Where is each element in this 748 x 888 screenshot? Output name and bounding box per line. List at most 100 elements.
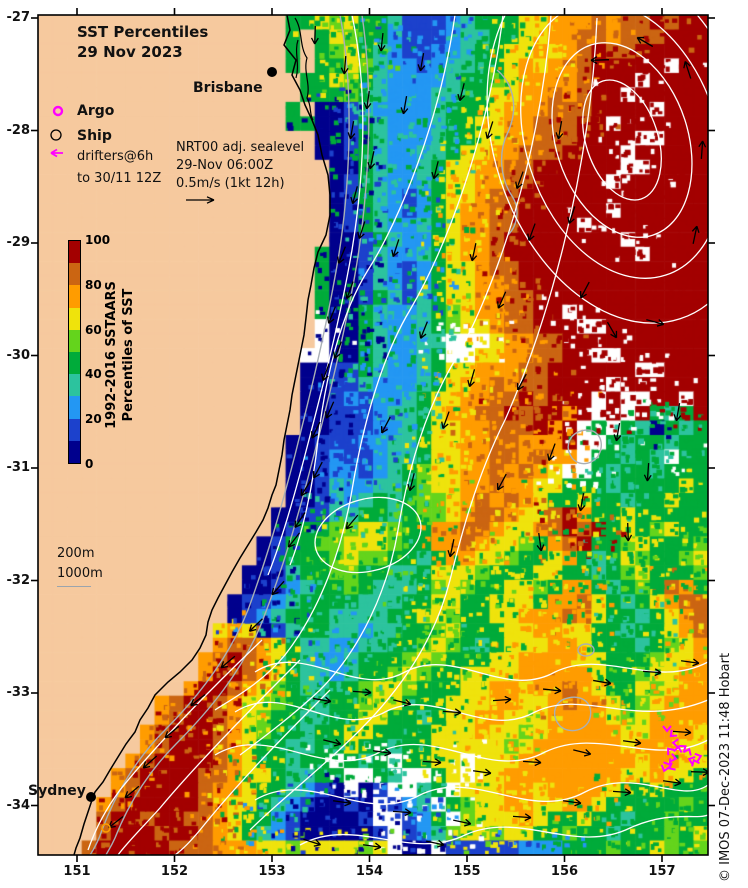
city-dot-sydney	[86, 792, 96, 802]
title-line1: SST Percentiles	[77, 23, 209, 41]
lat-axis-label: -32	[6, 572, 31, 588]
sealevel-contour	[234, 699, 708, 721]
current-arrow	[391, 239, 400, 258]
current-arrow	[400, 96, 409, 115]
drifter-marker	[667, 747, 675, 756]
current-arrow	[590, 56, 610, 65]
current-arrow	[567, 206, 576, 225]
sealevel-contour	[254, 661, 708, 681]
lat-axis-label: -29	[6, 235, 31, 250]
current-arrow	[680, 658, 700, 667]
sealevel-contour	[267, 15, 364, 576]
current-arrow	[294, 512, 306, 529]
current-arrow	[337, 246, 346, 264]
current-arrow	[698, 140, 707, 160]
current-arrow	[536, 532, 545, 552]
bathymetry-contour	[577, 643, 595, 657]
current-arrow	[190, 693, 206, 707]
colorbar-block	[69, 241, 80, 264]
bathymetry-contour	[553, 696, 592, 732]
current-arrow	[646, 319, 665, 327]
current-arrow	[310, 421, 321, 439]
map-title: SST Percentiles 29 Nov 2023	[77, 22, 208, 62]
sealevel-contour	[174, 689, 331, 855]
lon-axis-label: 157	[648, 864, 676, 879]
drifter-marker	[679, 744, 687, 753]
eddy-contour	[314, 496, 422, 574]
current-arrow	[562, 798, 582, 807]
current-arrow	[220, 655, 236, 669]
current-arrow	[407, 473, 416, 492]
current-arrow	[691, 225, 700, 244]
legend-drifters-line1: drifters@6h	[77, 149, 154, 164]
current-arrow	[497, 291, 507, 309]
current-arrow	[577, 493, 586, 512]
current-arrow	[363, 90, 372, 110]
current-arrow	[441, 411, 450, 429]
current-arrow	[287, 532, 301, 548]
drifter-marker	[683, 747, 692, 756]
drifter-marker	[669, 729, 678, 738]
current-arrow	[672, 728, 692, 737]
lon-axis-label: 151	[63, 864, 91, 879]
nrt-annotation: NRT00 adj. sealevel 29-Nov 06:00Z 0.5m/s (…	[176, 139, 304, 193]
current-arrow	[323, 738, 342, 747]
current-arrow	[690, 768, 708, 777]
current-arrow	[522, 758, 542, 767]
lon-axis-label: 152	[160, 864, 189, 879]
current-arrow	[527, 223, 536, 241]
drifter-marker	[691, 758, 700, 767]
eddy-contour	[551, 42, 693, 238]
sealevel-contour	[214, 739, 708, 762]
current-arrow	[467, 369, 476, 388]
lon-axis-label: 154	[355, 864, 384, 879]
current-arrow	[313, 696, 332, 705]
current-arrow	[357, 221, 366, 240]
current-arrow	[340, 55, 349, 75]
colorbar-block	[69, 440, 80, 463]
current-arrow	[347, 121, 356, 140]
bathymetry-contour	[496, 69, 518, 236]
current-arrow	[333, 341, 342, 359]
lon-axis-label: 153	[258, 864, 286, 879]
drifter-marker	[694, 752, 703, 762]
city-label-sydney: Sydney	[28, 783, 86, 799]
ship-symbol-icon	[50, 129, 62, 141]
current-arrow	[673, 403, 682, 422]
lat-axis-label: -31	[6, 460, 31, 475]
current-arrow	[426, 839, 445, 848]
colorbar-block	[69, 307, 80, 330]
lat-axis-label: -33	[6, 685, 31, 700]
colorbar-block	[69, 263, 80, 286]
current-arrow	[492, 695, 512, 704]
colorbar-tick-label: 20	[85, 412, 102, 427]
current-arrow	[345, 514, 359, 530]
current-arrow	[442, 708, 462, 717]
colorbar-tick-label: 60	[85, 322, 102, 337]
current-arrow	[622, 738, 642, 747]
sealevel-contour	[299, 814, 708, 846]
current-arrow	[579, 281, 590, 299]
sealevel-contour	[254, 782, 708, 805]
colorbar-tick-label: 100	[85, 233, 111, 247]
current-arrow	[271, 580, 285, 596]
current-arrow	[303, 838, 322, 847]
sealevel-contour	[87, 639, 263, 851]
current-arrow	[419, 321, 428, 339]
current-arrow	[325, 401, 335, 419]
nrt-line1: NRT00 adj. sealevel	[176, 140, 305, 155]
colorbar	[68, 240, 81, 464]
drifter-marker	[667, 762, 676, 771]
current-arrow	[417, 53, 426, 72]
drifter-marker	[671, 738, 679, 748]
current-arrow	[485, 121, 494, 140]
coastline	[73, 15, 331, 855]
drifter-marker	[669, 753, 678, 763]
current-arrow	[612, 788, 632, 797]
map-border	[37, 14, 709, 856]
current-arrow	[422, 758, 442, 767]
colorbar-title-line1: 1992-2016 SSTAARS	[104, 281, 119, 429]
current-arrow	[312, 461, 323, 479]
